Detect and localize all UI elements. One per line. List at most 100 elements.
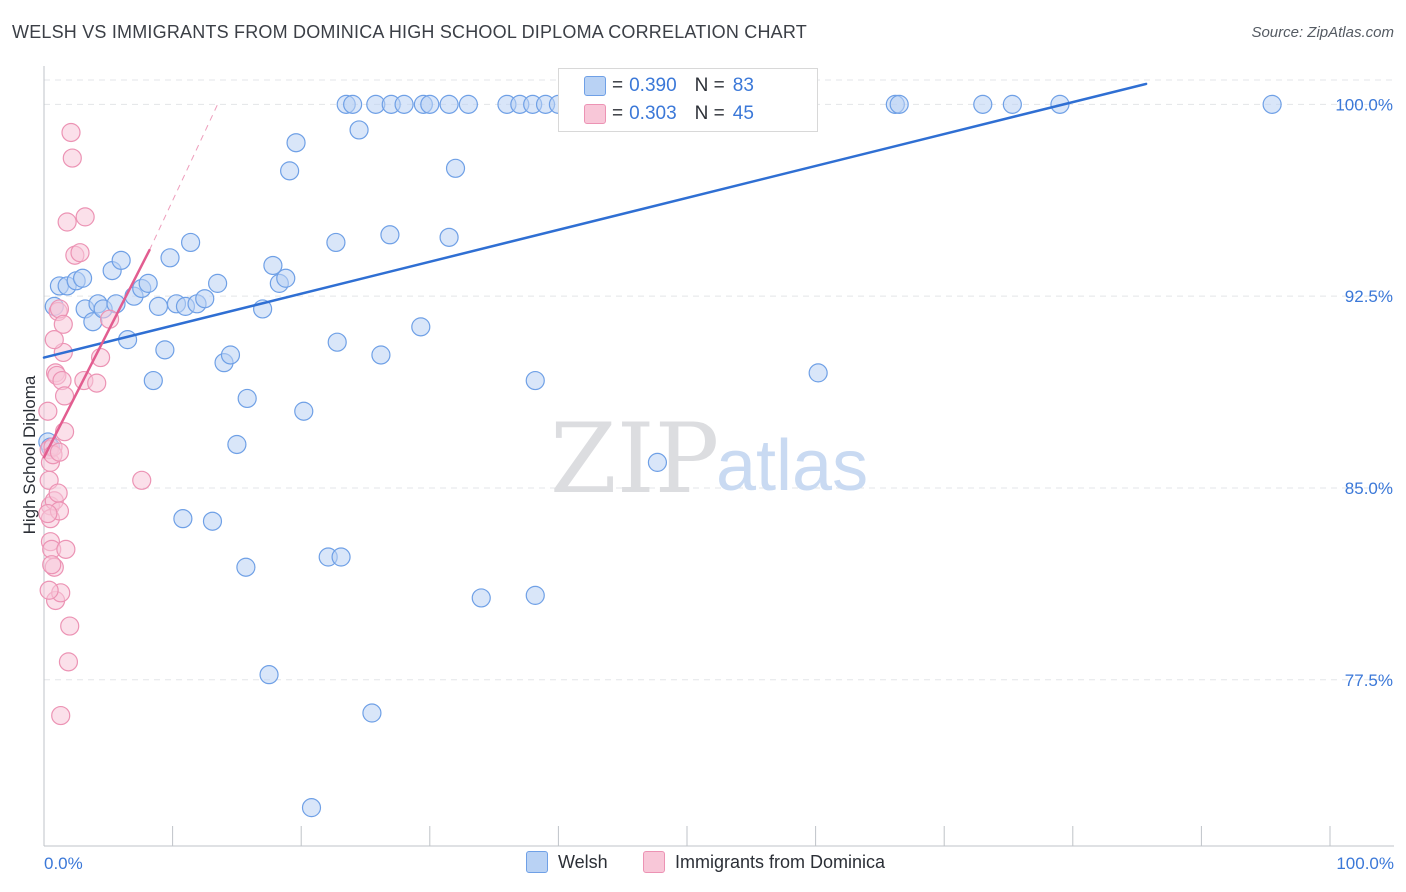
bottom-legend-label-welsh: Welsh (558, 851, 608, 872)
welsh-point-67 (439, 94, 459, 114)
y-axis-label: High School Diploma (20, 375, 39, 534)
dominica-point-29 (61, 122, 81, 143)
dominica-point-25 (56, 539, 76, 559)
dominica-point-43 (38, 503, 58, 524)
dominica-point-34 (75, 207, 95, 227)
welsh-point-58 (362, 703, 382, 723)
dominica-point-21 (53, 314, 73, 334)
grid-lines (44, 79, 1394, 681)
legend-n-label: N = (694, 75, 725, 96)
chart-source: Source: ZipAtlas.com (1251, 24, 1394, 41)
welsh-point-30 (227, 434, 247, 455)
dominica-point-32 (70, 243, 90, 263)
welsh-point-33 (263, 255, 283, 276)
welsh-point-43 (380, 225, 400, 245)
dominica-trend-extension (148, 104, 219, 251)
welsh-point-44 (411, 317, 431, 337)
dominica-point-41 (42, 555, 62, 575)
welsh-point-61 (343, 94, 363, 114)
trend-lines (42, 82, 1148, 459)
welsh-point-81 (1002, 94, 1022, 114)
welsh-point-49 (808, 363, 828, 383)
legend-n-value-welsh: 83 (732, 75, 754, 96)
bottom-legend-swatch-dominica (643, 851, 665, 873)
dominica-point-26 (57, 212, 77, 232)
watermark-atlas: atlas (716, 426, 868, 506)
welsh-point-21 (160, 248, 180, 268)
welsh-point-29 (220, 345, 241, 365)
welsh-point-42 (371, 345, 391, 365)
bottom-legend-label-dominica: Immigrants from Dominica (675, 851, 886, 872)
watermark-zip: ZIP (550, 403, 719, 515)
x-tick-label-max: 100.0% (1336, 854, 1394, 873)
welsh-point-66 (420, 94, 440, 114)
welsh-point-27 (208, 273, 228, 293)
welsh-point-41 (349, 120, 369, 140)
welsh-point-56 (525, 585, 545, 605)
dominica-point-27 (58, 652, 79, 672)
welsh-point-80 (973, 94, 993, 114)
welsh-point-64 (394, 94, 414, 114)
welsh-point-14 (117, 330, 138, 350)
legend: R = 0.390 N = 83 R = 0.303 N = 45 (558, 68, 818, 132)
welsh-point-26 (195, 289, 215, 309)
welsh-point-31 (237, 388, 257, 409)
welsh-point-59 (301, 798, 322, 818)
dominica-point-39 (51, 705, 71, 726)
welsh-trend-line (42, 82, 1148, 359)
dominica-point-17 (48, 483, 68, 503)
welsh-point-68 (458, 94, 478, 114)
welsh-point-57 (259, 665, 279, 685)
bottom-legend-dominica: Immigrants from Dominica (643, 851, 885, 873)
bottom-legend-welsh: Welsh (526, 851, 608, 873)
legend-r-value-welsh: 0.390 (629, 75, 677, 96)
legend-row-dominica: R = 0.303 N = 45 (584, 101, 754, 127)
dominica-point-44 (44, 330, 64, 350)
welsh-point-48 (647, 452, 668, 472)
y-tick-label-1: 92.5% (1345, 287, 1393, 306)
y-tick-labels: 100.0% 92.5% 85.0% 77.5% (1335, 95, 1393, 689)
welsh-point-46 (445, 158, 466, 178)
welsh-point-45 (439, 227, 459, 247)
welsh-point-19 (148, 296, 169, 316)
legend-swatch-welsh (584, 76, 606, 96)
dominica-point-42 (49, 442, 70, 462)
welsh-point-36 (280, 161, 300, 181)
x-ticks (43, 826, 1331, 846)
bottom-legend: Welsh Immigrants from Dominica (0, 851, 1406, 877)
dominica-point-37 (99, 309, 120, 329)
legend-r-value-dominica: 0.303 (629, 103, 677, 124)
dominica-point-38 (132, 470, 152, 490)
welsh-point-79 (889, 94, 909, 114)
dominica-point-28 (60, 616, 80, 636)
welsh-point-83 (1262, 94, 1282, 114)
welsh-point-51 (202, 511, 223, 531)
legend-swatch-dominica (584, 104, 606, 124)
welsh-point-18 (143, 370, 163, 391)
welsh-point-20 (155, 340, 175, 360)
welsh-point-37 (286, 133, 306, 153)
series-dominica (38, 122, 152, 726)
welsh-point-13 (111, 250, 131, 270)
dominica-point-0 (38, 401, 58, 421)
y-tick-label-3: 77.5% (1345, 671, 1393, 690)
y-tick-label-2: 85.0% (1345, 479, 1393, 498)
welsh-point-38 (294, 401, 314, 421)
dominica-point-23 (54, 386, 75, 406)
welsh-point-50 (173, 509, 193, 529)
welsh-point-17 (138, 273, 158, 293)
chart-title: WELSH VS IMMIGRANTS FROM DOMINICA HIGH S… (12, 22, 807, 42)
x-tick-label-min: 0.0% (44, 854, 83, 873)
legend-n-label: N = (694, 103, 725, 124)
welsh-point-35 (276, 268, 296, 288)
welsh-point-47 (525, 370, 545, 391)
welsh-point-54 (331, 547, 351, 567)
welsh-point-55 (471, 588, 491, 608)
legend-n-value-dominica: 45 (732, 103, 754, 124)
watermark: ZIP atlas (550, 403, 868, 515)
welsh-point-6 (72, 268, 93, 288)
dominica-point-30 (62, 148, 82, 168)
bottom-legend-swatch-welsh (526, 851, 548, 873)
welsh-point-40 (327, 332, 347, 352)
